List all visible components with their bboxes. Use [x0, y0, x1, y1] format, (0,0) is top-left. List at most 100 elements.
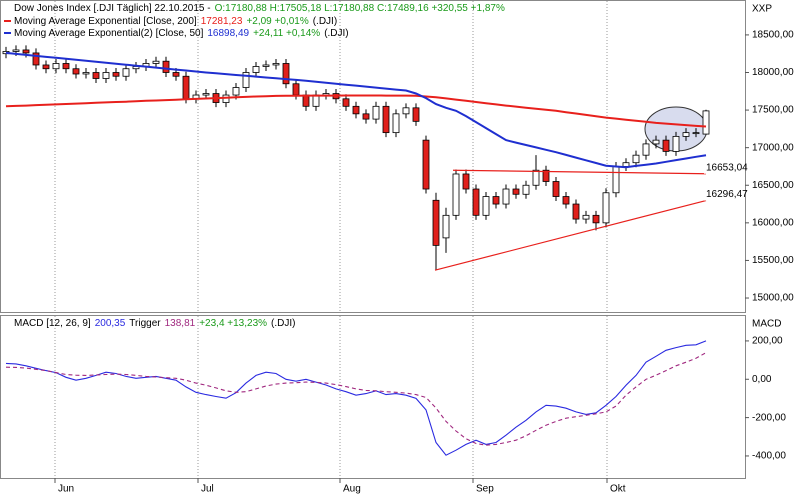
- trendline-label: 16653,04: [706, 162, 748, 173]
- y-tick-label: 18000,00: [752, 67, 794, 78]
- y-tick-label: -400,00: [752, 451, 786, 462]
- legend-change: +2,09 +0,01%: [246, 16, 308, 27]
- y-axis-label: XXP: [752, 4, 772, 15]
- candle-body: [112, 72, 120, 77]
- candle-body: [382, 105, 390, 134]
- legend-entry: Moving Average Exponential(2) [Close, 50…: [14, 28, 349, 39]
- legend-last: 138,81: [165, 318, 196, 329]
- legend-source: (.DJI): [324, 28, 348, 39]
- candle-body: [12, 49, 20, 52]
- candle-body: [82, 72, 90, 75]
- candle-body: [292, 83, 300, 96]
- legend-change: +24,11 +0,14%: [253, 28, 320, 39]
- series-line: [5, 352, 707, 446]
- candle-body: [242, 72, 250, 88]
- trendline-label-box: [704, 161, 744, 174]
- candle-body: [22, 49, 30, 54]
- candle-body: [422, 139, 430, 190]
- x-tick-label: Sep: [476, 484, 494, 495]
- candle-body: [612, 166, 620, 194]
- price-panel: [0, 0, 746, 313]
- y-tick-label: 15500,00: [752, 255, 794, 266]
- legend-source: (.DJI): [271, 318, 295, 329]
- ema-line: [5, 51, 707, 169]
- candle-body: [602, 192, 610, 224]
- trendline-label: 16296,47: [706, 189, 748, 200]
- y-tick-label: 200,00: [752, 336, 783, 347]
- y-tick-label: 17000,00: [752, 142, 794, 153]
- candle-body: [372, 105, 380, 120]
- candle-body: [262, 64, 270, 67]
- legend-name: Moving Average Exponential [Close, 200]: [14, 16, 197, 27]
- candle-body: [272, 63, 280, 66]
- trendline: [434, 199, 707, 271]
- y-tick-label: 18500,00: [752, 30, 794, 41]
- ema-line: [5, 94, 707, 128]
- legend-change: +23,4 +13,23%: [199, 318, 267, 329]
- x-tick-label: Jul: [201, 484, 214, 495]
- candle-body: [662, 139, 670, 152]
- candle-body: [582, 214, 590, 220]
- candle-body: [32, 52, 40, 66]
- candle-body: [182, 75, 190, 100]
- y-tick-label: 0,00: [752, 374, 772, 385]
- legend-title: Dow Jones Index [.DJI Täglich] 22.10.201…: [14, 3, 211, 14]
- y-tick-label: -200,00: [752, 412, 786, 423]
- y-tick-label: 16000,00: [752, 217, 794, 228]
- series-line: [5, 340, 707, 456]
- legend-last: 200,35: [95, 318, 126, 329]
- legend-name: Moving Average Exponential(2) [Close, 50…: [14, 28, 204, 39]
- candle-body: [102, 72, 110, 79]
- candle-body: [282, 63, 290, 85]
- legend-name: MACD [12, 26, 9]: [14, 318, 91, 329]
- macd-panel: [0, 315, 746, 479]
- y-tick-label: 16500,00: [752, 180, 794, 191]
- candle-body: [72, 68, 80, 75]
- candle-body: [622, 162, 630, 167]
- candle-body: [702, 110, 710, 135]
- legend-last: 16898,49: [207, 28, 249, 39]
- candle-body: [672, 135, 680, 152]
- trendline-label-box: [704, 188, 744, 201]
- x-tick-label: Aug: [343, 484, 361, 495]
- legend-name: Trigger: [129, 318, 161, 329]
- candle-body: [652, 139, 660, 145]
- candle-body: [492, 196, 500, 205]
- candle-body: [52, 63, 60, 70]
- legend-entry: Moving Average Exponential [Close, 200] 1…: [14, 16, 337, 27]
- candle-body: [592, 214, 600, 224]
- trendline: [452, 169, 707, 175]
- legend-quote: O:17180,88 H:17505,18 L:17180,88 C:17489…: [215, 3, 505, 14]
- candle-body: [152, 60, 160, 64]
- candle-body: [392, 113, 400, 134]
- candle-body: [162, 60, 170, 73]
- candle-body: [442, 214, 450, 239]
- candle-body: [342, 98, 350, 107]
- legend-source: (.DJI): [313, 16, 337, 27]
- candle-body: [642, 143, 650, 156]
- y-axis-label: MACD: [752, 319, 781, 330]
- candle-body: [252, 66, 260, 73]
- candle-body: [692, 132, 700, 135]
- candle-body: [572, 203, 580, 220]
- candle-body: [452, 173, 460, 216]
- candle-body: [412, 107, 420, 122]
- candle-body: [172, 72, 180, 77]
- candle-body: [532, 169, 540, 186]
- candle-body: [42, 64, 50, 70]
- y-tick-label: 17500,00: [752, 105, 794, 116]
- candle-body: [362, 113, 370, 120]
- candle-body: [542, 169, 550, 182]
- candle-body: [122, 68, 130, 77]
- candle-body: [482, 196, 490, 216]
- legend-last: 17281,23: [201, 16, 243, 27]
- candle-body: [632, 154, 640, 164]
- candle-body: [232, 87, 240, 96]
- candle-body: [402, 107, 410, 115]
- candle-body: [202, 93, 210, 96]
- y-tick-label: 15000,00: [752, 293, 794, 304]
- x-tick-label: Jun: [58, 484, 74, 495]
- candle-body: [472, 188, 480, 216]
